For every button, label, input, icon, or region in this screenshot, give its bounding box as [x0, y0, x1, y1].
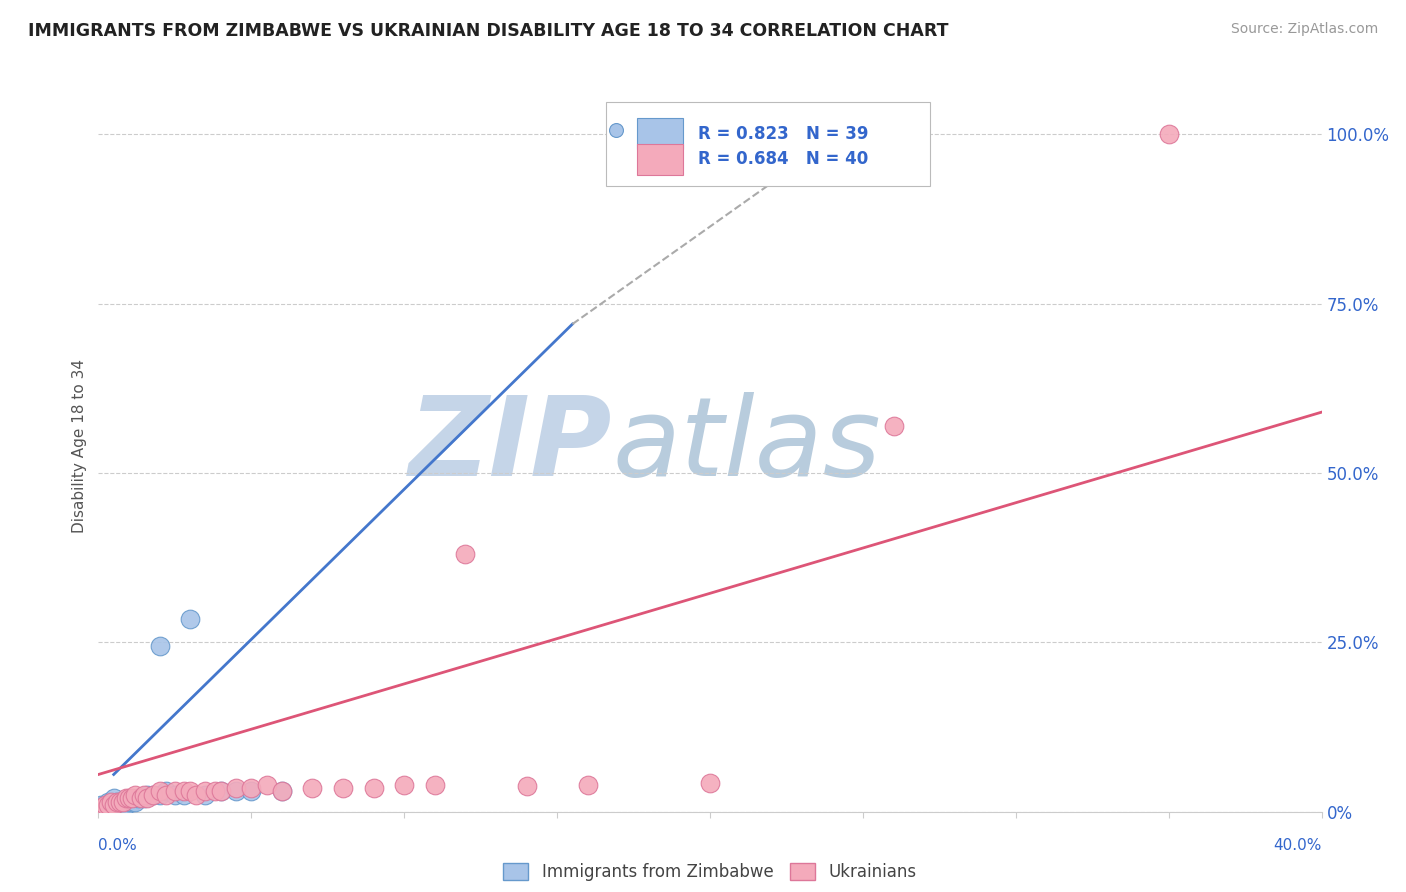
Point	[149, 788, 172, 802]
Point	[301, 780, 323, 795]
Point	[111, 797, 134, 812]
Point	[103, 797, 125, 812]
Point	[108, 795, 131, 809]
Point	[108, 801, 131, 815]
Text: R = 0.684   N = 40: R = 0.684 N = 40	[697, 150, 868, 169]
Point	[155, 784, 177, 798]
Point	[270, 784, 292, 798]
Point	[121, 791, 143, 805]
Point	[124, 788, 146, 802]
Point	[103, 791, 125, 805]
Text: IMMIGRANTS FROM ZIMBABWE VS UKRAINIAN DISABILITY AGE 18 TO 34 CORRELATION CHART: IMMIGRANTS FROM ZIMBABWE VS UKRAINIAN DI…	[28, 22, 949, 40]
Point	[115, 797, 138, 812]
Point	[118, 791, 141, 805]
Point	[256, 778, 278, 792]
Point	[93, 797, 115, 812]
Point	[100, 795, 122, 809]
Point	[118, 795, 141, 809]
Point	[93, 797, 115, 812]
Point	[105, 795, 128, 809]
Point	[1381, 173, 1403, 187]
Point	[149, 784, 172, 798]
FancyBboxPatch shape	[637, 144, 683, 175]
Point	[90, 801, 112, 815]
Point	[142, 788, 165, 802]
Point	[100, 797, 122, 812]
Point	[129, 791, 152, 805]
Point	[121, 795, 143, 809]
Point	[163, 784, 186, 798]
Point	[100, 801, 122, 815]
Legend: Immigrants from Zimbabwe, Ukrainians: Immigrants from Zimbabwe, Ukrainians	[496, 856, 924, 888]
Point	[186, 788, 208, 802]
Point	[699, 776, 721, 790]
FancyBboxPatch shape	[606, 103, 931, 186]
Point	[105, 801, 128, 815]
Point	[225, 780, 247, 795]
Point	[93, 801, 115, 815]
Point	[90, 801, 112, 815]
Point	[108, 797, 131, 812]
Point	[179, 612, 201, 626]
Point	[392, 778, 416, 792]
Point	[270, 784, 292, 798]
Point	[105, 795, 128, 809]
Point	[240, 780, 263, 795]
Point	[97, 797, 120, 812]
Point	[136, 788, 159, 802]
Point	[194, 788, 217, 802]
Point	[883, 418, 905, 433]
Text: Source: ZipAtlas.com: Source: ZipAtlas.com	[1230, 22, 1378, 37]
Point	[100, 795, 122, 809]
Point	[97, 797, 120, 812]
Point	[103, 801, 125, 815]
Y-axis label: Disability Age 18 to 34: Disability Age 18 to 34	[72, 359, 87, 533]
Point	[516, 779, 538, 793]
Point	[111, 795, 134, 809]
Point	[127, 791, 149, 805]
FancyBboxPatch shape	[637, 119, 683, 149]
Point	[173, 784, 195, 798]
Point	[97, 801, 120, 815]
Point	[149, 639, 172, 653]
Point	[179, 784, 201, 798]
Point	[103, 797, 125, 812]
Text: 0.0%: 0.0%	[98, 838, 138, 854]
Point	[194, 784, 217, 798]
Point	[204, 784, 226, 798]
Point	[124, 795, 146, 809]
Point	[423, 778, 446, 792]
Point	[454, 547, 477, 561]
Text: atlas: atlas	[612, 392, 880, 500]
Point	[105, 797, 128, 812]
Point	[576, 778, 599, 792]
Point	[332, 780, 354, 795]
Point	[209, 784, 232, 798]
Point	[240, 784, 263, 798]
Point	[142, 788, 165, 802]
Point	[111, 795, 134, 809]
Point	[134, 791, 156, 805]
Text: R = 0.823   N = 39: R = 0.823 N = 39	[697, 125, 869, 143]
Point	[1157, 128, 1180, 142]
Point	[155, 788, 177, 802]
Point	[163, 788, 186, 802]
Point	[90, 797, 112, 812]
Point	[225, 784, 247, 798]
Point	[209, 784, 232, 798]
Point	[115, 791, 138, 805]
Point	[173, 788, 195, 802]
Point	[363, 780, 385, 795]
Point	[97, 795, 120, 809]
Text: ZIP: ZIP	[409, 392, 612, 500]
Point	[136, 791, 159, 805]
Text: 40.0%: 40.0%	[1274, 838, 1322, 854]
Point	[134, 788, 156, 802]
